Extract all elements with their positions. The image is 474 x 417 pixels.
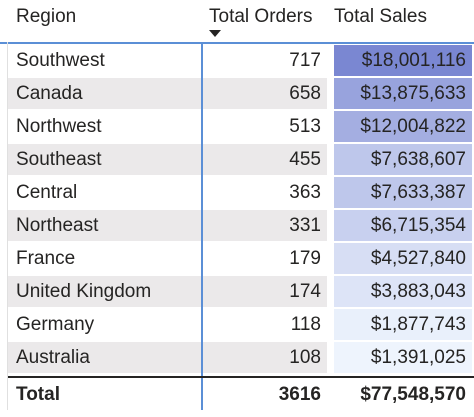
table-row[interactable]: Germany 118 $1,877,743 xyxy=(8,308,474,341)
table-body: Southwest 717 $18,001,116 Canada 658 $13,875,… xyxy=(8,44,474,374)
total-orders-cell: 118 xyxy=(290,314,321,335)
table-header: Region Total Orders Total Sales xyxy=(0,0,474,44)
region-cell: Australia xyxy=(8,342,201,373)
total-sales-cell: $12,004,822 xyxy=(334,111,472,142)
total-orders-cell: 174 xyxy=(203,276,327,307)
total-sales-cell: $6,715,354 xyxy=(334,210,472,241)
total-orders-value: 3616 xyxy=(278,384,321,405)
total-sales-cell: $13,875,633 xyxy=(334,78,472,109)
region-cell: Southwest xyxy=(16,50,105,71)
total-sales-cell: $3,883,043 xyxy=(334,276,472,307)
column-header-total-orders[interactable]: Total Orders xyxy=(209,6,313,27)
total-sales-value: $77,548,570 xyxy=(360,384,466,405)
total-label: Total xyxy=(16,384,60,405)
total-orders-cell: 331 xyxy=(203,210,327,241)
total-orders-cell: 455 xyxy=(203,144,327,175)
total-orders-cell: 179 xyxy=(289,248,321,269)
table-left-border xyxy=(7,42,8,410)
total-orders-cell: 717 xyxy=(289,50,321,71)
table-row[interactable]: Canada 658 $13,875,633 xyxy=(8,77,474,110)
table-row[interactable]: United Kingdom 174 $3,883,043 xyxy=(8,275,474,308)
table-row[interactable]: Southeast 455 $7,638,607 xyxy=(8,143,474,176)
total-sales-cell: $7,638,607 xyxy=(334,144,472,175)
column-divider xyxy=(201,42,203,410)
region-cell: France xyxy=(16,248,76,269)
total-orders-cell: 108 xyxy=(203,342,327,373)
region-cell: Germany xyxy=(16,314,95,335)
total-sales-cell: $4,527,840 xyxy=(334,243,472,274)
table-row[interactable]: Central 363 $7,633,387 xyxy=(8,176,474,209)
table-row[interactable]: Northwest 513 $12,004,822 xyxy=(8,110,474,143)
region-cell: Northeast xyxy=(8,210,201,241)
region-cell: Central xyxy=(16,182,78,203)
total-row: Total 3616 $77,548,570 xyxy=(8,376,474,412)
total-orders-cell: 363 xyxy=(289,182,321,203)
sort-descending-icon[interactable] xyxy=(209,30,221,37)
table-row[interactable]: Northeast 331 $6,715,354 xyxy=(8,209,474,242)
column-header-region[interactable]: Region xyxy=(16,6,77,27)
region-cell: Canada xyxy=(8,78,201,109)
total-sales-cell: $1,877,743 xyxy=(334,309,472,340)
table-row[interactable]: France 179 $4,527,840 xyxy=(8,242,474,275)
total-orders-cell: 658 xyxy=(203,78,327,109)
column-header-total-sales[interactable]: Total Sales xyxy=(334,6,427,27)
total-orders-cell: 513 xyxy=(289,116,321,137)
total-sales-cell: $7,633,387 xyxy=(334,177,472,208)
table-row[interactable]: Australia 108 $1,391,025 xyxy=(8,341,474,374)
total-sales-cell: $18,001,116 xyxy=(334,45,472,76)
region-cell: Northwest xyxy=(16,116,102,137)
total-sales-cell: $1,391,025 xyxy=(334,342,472,373)
table-row[interactable]: Southwest 717 $18,001,116 xyxy=(8,44,474,77)
region-cell: Southeast xyxy=(8,144,201,175)
region-cell: United Kingdom xyxy=(8,276,201,307)
